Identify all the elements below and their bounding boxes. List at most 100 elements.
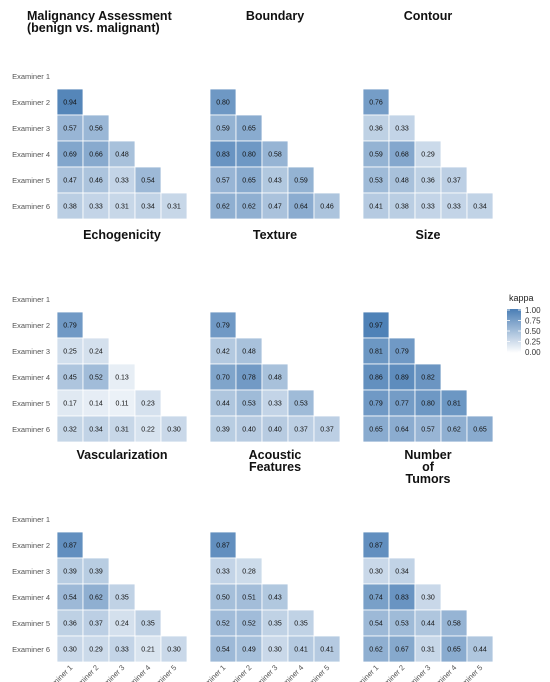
y-tick-label: Examiner 6 bbox=[12, 202, 50, 211]
y-tick-label: Examiner 5 bbox=[12, 619, 50, 628]
cell-value-label: 0.14 bbox=[89, 401, 103, 408]
heatmap-cell bbox=[261, 389, 289, 417]
x-tick-label: Examiner 5 bbox=[145, 663, 178, 682]
cell-value-label: 0.44 bbox=[216, 401, 230, 408]
heatmap-cell bbox=[209, 557, 237, 585]
cell-value-label: 0.62 bbox=[216, 204, 230, 211]
heatmap-cell bbox=[56, 635, 84, 663]
panel-4: Texture 0.79 0.42 0.48 0.70 0.78 0.48 0.44 0.53 0… bbox=[209, 228, 341, 443]
cell-value-label: 0.52 bbox=[242, 621, 256, 628]
y-tick-label: Examiner 3 bbox=[12, 347, 50, 356]
heatmap-cell bbox=[362, 140, 390, 168]
heatmap-cell bbox=[82, 192, 110, 220]
y-tick-label: Examiner 4 bbox=[12, 593, 50, 602]
cell-value-label: 0.37 bbox=[294, 427, 308, 434]
cell-value-label: 0.30 bbox=[268, 647, 282, 654]
heatmap-cell bbox=[209, 609, 237, 637]
heatmap-cell bbox=[82, 114, 110, 142]
cell-value-label: 0.39 bbox=[216, 427, 230, 434]
cell-value-label: 0.57 bbox=[216, 178, 230, 185]
cell-value-label: 0.69 bbox=[63, 152, 77, 159]
heatmap-cell bbox=[261, 140, 289, 168]
panel-3: Echogenicity Examiner 1 Examiner 2 Examiner… bbox=[12, 228, 188, 443]
y-tick-label: Examiner 5 bbox=[12, 176, 50, 185]
cell-value-label: 0.80 bbox=[242, 152, 256, 159]
cell-value-label: 0.62 bbox=[89, 595, 103, 602]
heatmap-cell bbox=[209, 363, 237, 391]
heatmap-panels: Malignancy Assessment(benign vs. maligna… bbox=[12, 9, 494, 682]
heatmap-cell bbox=[362, 583, 390, 611]
heatmap-cell bbox=[362, 609, 390, 637]
heatmap-cell bbox=[209, 337, 237, 365]
cell-value-label: 0.48 bbox=[242, 349, 256, 356]
panel-title: of bbox=[422, 460, 435, 474]
cell-value-label: 0.59 bbox=[294, 178, 308, 185]
legend-title: kappa bbox=[509, 293, 534, 303]
y-tick-label: Examiner 5 bbox=[12, 399, 50, 408]
cell-value-label: 0.53 bbox=[369, 178, 383, 185]
heatmap-cell bbox=[209, 88, 237, 116]
cell-value-label: 0.64 bbox=[294, 204, 308, 211]
heatmap-cell bbox=[261, 583, 289, 611]
y-tick-label: Examiner 1 bbox=[12, 515, 50, 524]
cell-value-label: 0.36 bbox=[421, 178, 435, 185]
cell-value-label: 0.57 bbox=[421, 427, 435, 434]
heatmap-cell bbox=[313, 635, 341, 663]
heatmap-cell bbox=[82, 609, 110, 637]
panel-title: Number bbox=[404, 448, 451, 462]
cell-value-label: 0.31 bbox=[115, 204, 129, 211]
cell-value-label: 0.52 bbox=[89, 375, 103, 382]
heatmap-cell bbox=[414, 166, 442, 194]
cell-value-label: 0.37 bbox=[89, 621, 103, 628]
panel-title: Boundary bbox=[246, 9, 304, 23]
cell-value-label: 0.31 bbox=[167, 204, 181, 211]
legend-tick-label: 0.00 bbox=[525, 348, 541, 357]
legend-tick-label: 1.00 bbox=[525, 306, 541, 315]
heatmap-cell bbox=[82, 389, 110, 417]
cell-value-label: 0.43 bbox=[268, 595, 282, 602]
heatmap-cell bbox=[160, 635, 188, 663]
heatmap-cell bbox=[108, 166, 136, 194]
cell-value-label: 0.80 bbox=[216, 100, 230, 107]
heatmap-cell bbox=[287, 609, 315, 637]
legend-colorbar bbox=[507, 309, 521, 353]
cell-value-label: 0.79 bbox=[369, 401, 383, 408]
heatmap-cell bbox=[388, 337, 416, 365]
heatmap-cell bbox=[362, 337, 390, 365]
cell-value-label: 0.29 bbox=[89, 647, 103, 654]
heatmap-cell bbox=[261, 166, 289, 194]
heatmap-cell bbox=[108, 389, 136, 417]
cell-value-label: 0.44 bbox=[473, 647, 487, 654]
cell-value-label: 0.66 bbox=[89, 152, 103, 159]
cell-value-label: 0.34 bbox=[141, 204, 155, 211]
heatmap-cell bbox=[414, 192, 442, 220]
cell-value-label: 0.86 bbox=[369, 375, 383, 382]
cell-value-label: 0.54 bbox=[141, 178, 155, 185]
heatmap-cell bbox=[82, 166, 110, 194]
cell-value-label: 0.65 bbox=[242, 126, 256, 133]
panel-1: Boundary 0.80 0.59 0.65 0.83 0.80 0.58 0.57 0.65… bbox=[209, 9, 341, 220]
y-tick-label: Examiner 4 bbox=[12, 150, 50, 159]
heatmap-cell bbox=[108, 583, 136, 611]
heatmap-cell bbox=[56, 311, 84, 339]
cell-value-label: 0.30 bbox=[63, 647, 77, 654]
cell-value-label: 0.79 bbox=[395, 349, 409, 356]
cell-value-label: 0.45 bbox=[63, 375, 77, 382]
heatmap-cell bbox=[287, 635, 315, 663]
panel-title: Size bbox=[415, 228, 440, 242]
cell-value-label: 0.62 bbox=[242, 204, 256, 211]
cell-value-label: 0.34 bbox=[395, 569, 409, 576]
cell-value-label: 0.81 bbox=[369, 349, 383, 356]
x-tick-label: Examiner 1 bbox=[347, 663, 380, 682]
x-tick-label: Examiner 4 bbox=[425, 663, 458, 682]
heatmap-cell bbox=[235, 114, 263, 142]
cell-value-label: 0.89 bbox=[395, 375, 409, 382]
heatmap-cell bbox=[134, 415, 162, 443]
heatmap-cell bbox=[56, 609, 84, 637]
cell-value-label: 0.65 bbox=[242, 178, 256, 185]
cell-value-label: 0.24 bbox=[115, 621, 129, 628]
heatmap-cell bbox=[209, 311, 237, 339]
cell-value-label: 0.38 bbox=[63, 204, 77, 211]
cell-value-label: 0.35 bbox=[294, 621, 308, 628]
